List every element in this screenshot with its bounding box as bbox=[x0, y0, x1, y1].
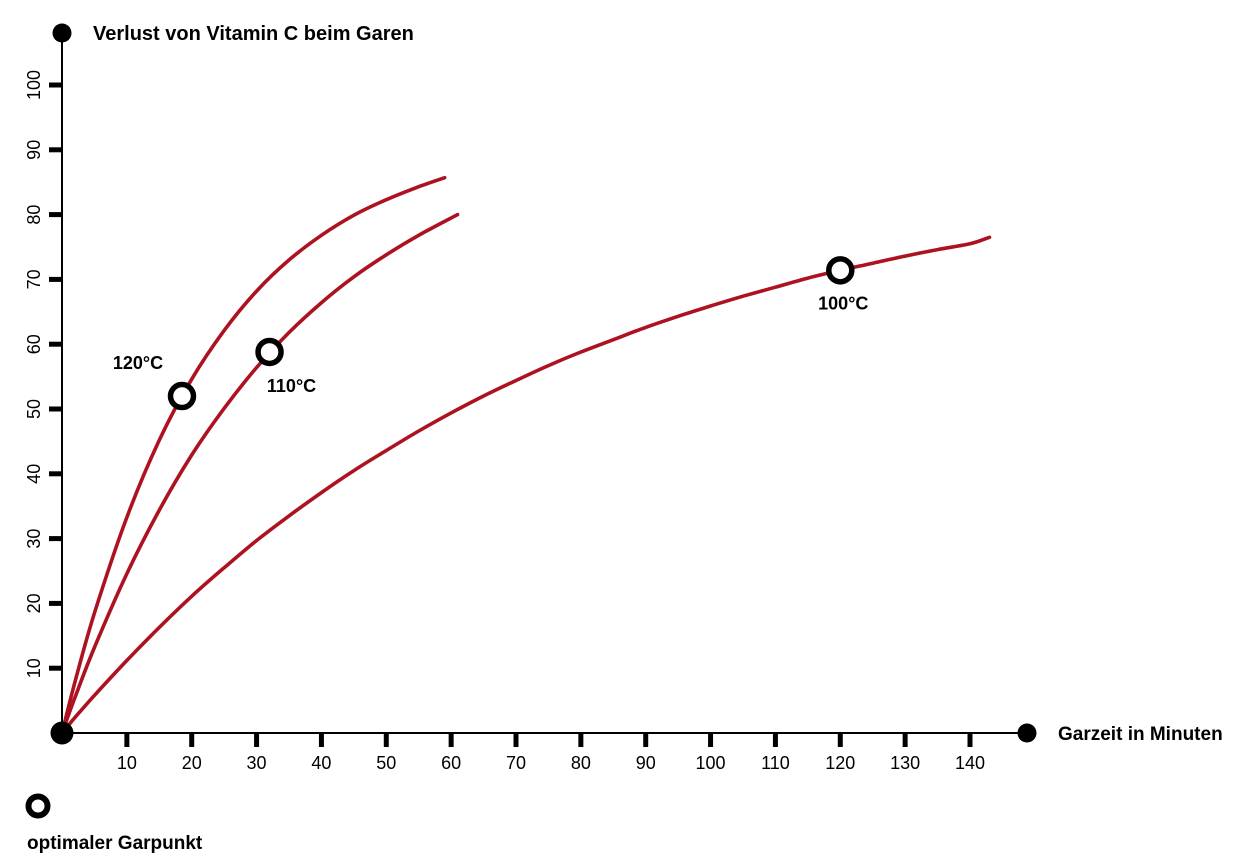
x-tick-label: 30 bbox=[247, 753, 267, 773]
axis-ticks: 10 20 30 40 50 60 70 80 90 100 110 120 130 140 10 20 30 4… bbox=[24, 70, 985, 773]
y-tick-label: 70 bbox=[24, 269, 44, 289]
y-tick-label: 50 bbox=[24, 399, 44, 419]
x-tick-label: 120 bbox=[825, 753, 855, 773]
y-tick-label: 90 bbox=[24, 140, 44, 160]
temp-label-120c: 120°C bbox=[113, 353, 163, 373]
optimal-point-120c bbox=[167, 381, 197, 411]
legend-label: optimaler Garpunkt bbox=[27, 833, 203, 854]
x-tick-label: 100 bbox=[696, 753, 726, 773]
temp-label-100c: 100°C bbox=[818, 293, 868, 313]
curve-110c bbox=[60, 212, 460, 735]
x-tick-label: 10 bbox=[117, 753, 137, 773]
y-tick-label: 40 bbox=[24, 464, 44, 484]
y-tick-label: 60 bbox=[24, 334, 44, 354]
y-axis-end-dot bbox=[52, 23, 72, 43]
optimal-point-110c bbox=[255, 337, 284, 367]
y-tick-label: 10 bbox=[24, 658, 44, 678]
x-tick-label: 50 bbox=[376, 753, 396, 773]
x-tick-label: 60 bbox=[441, 753, 461, 773]
y-tick-label: 30 bbox=[24, 529, 44, 549]
x-tick-label: 20 bbox=[182, 753, 202, 773]
x-tick-label: 140 bbox=[955, 753, 985, 773]
origin-dot bbox=[50, 721, 74, 745]
y-tick-label: 80 bbox=[24, 205, 44, 225]
curve-120c bbox=[60, 175, 447, 735]
y-tick-label: 100 bbox=[24, 70, 44, 100]
x-tick-label: 40 bbox=[311, 753, 331, 773]
x-axis-end-dot bbox=[1017, 723, 1037, 743]
x-tick-label: 80 bbox=[571, 753, 591, 773]
x-axis-label: Garzeit in Minuten bbox=[1058, 724, 1223, 745]
optimal-point-100c bbox=[826, 256, 855, 285]
legend-open-circle-icon bbox=[25, 793, 51, 819]
x-tick-label: 130 bbox=[890, 753, 920, 773]
chart-title: Verlust von Vitamin C beim Garen bbox=[93, 23, 414, 45]
optimal-garpunkt-markers: 100°C 110°C 120°C bbox=[113, 256, 868, 411]
temp-label-110c: 110°C bbox=[267, 376, 316, 396]
x-tick-label: 90 bbox=[636, 753, 656, 773]
x-tick-label: 70 bbox=[506, 753, 526, 773]
x-tick-label: 110 bbox=[761, 753, 790, 773]
y-tick-label: 20 bbox=[24, 593, 44, 613]
